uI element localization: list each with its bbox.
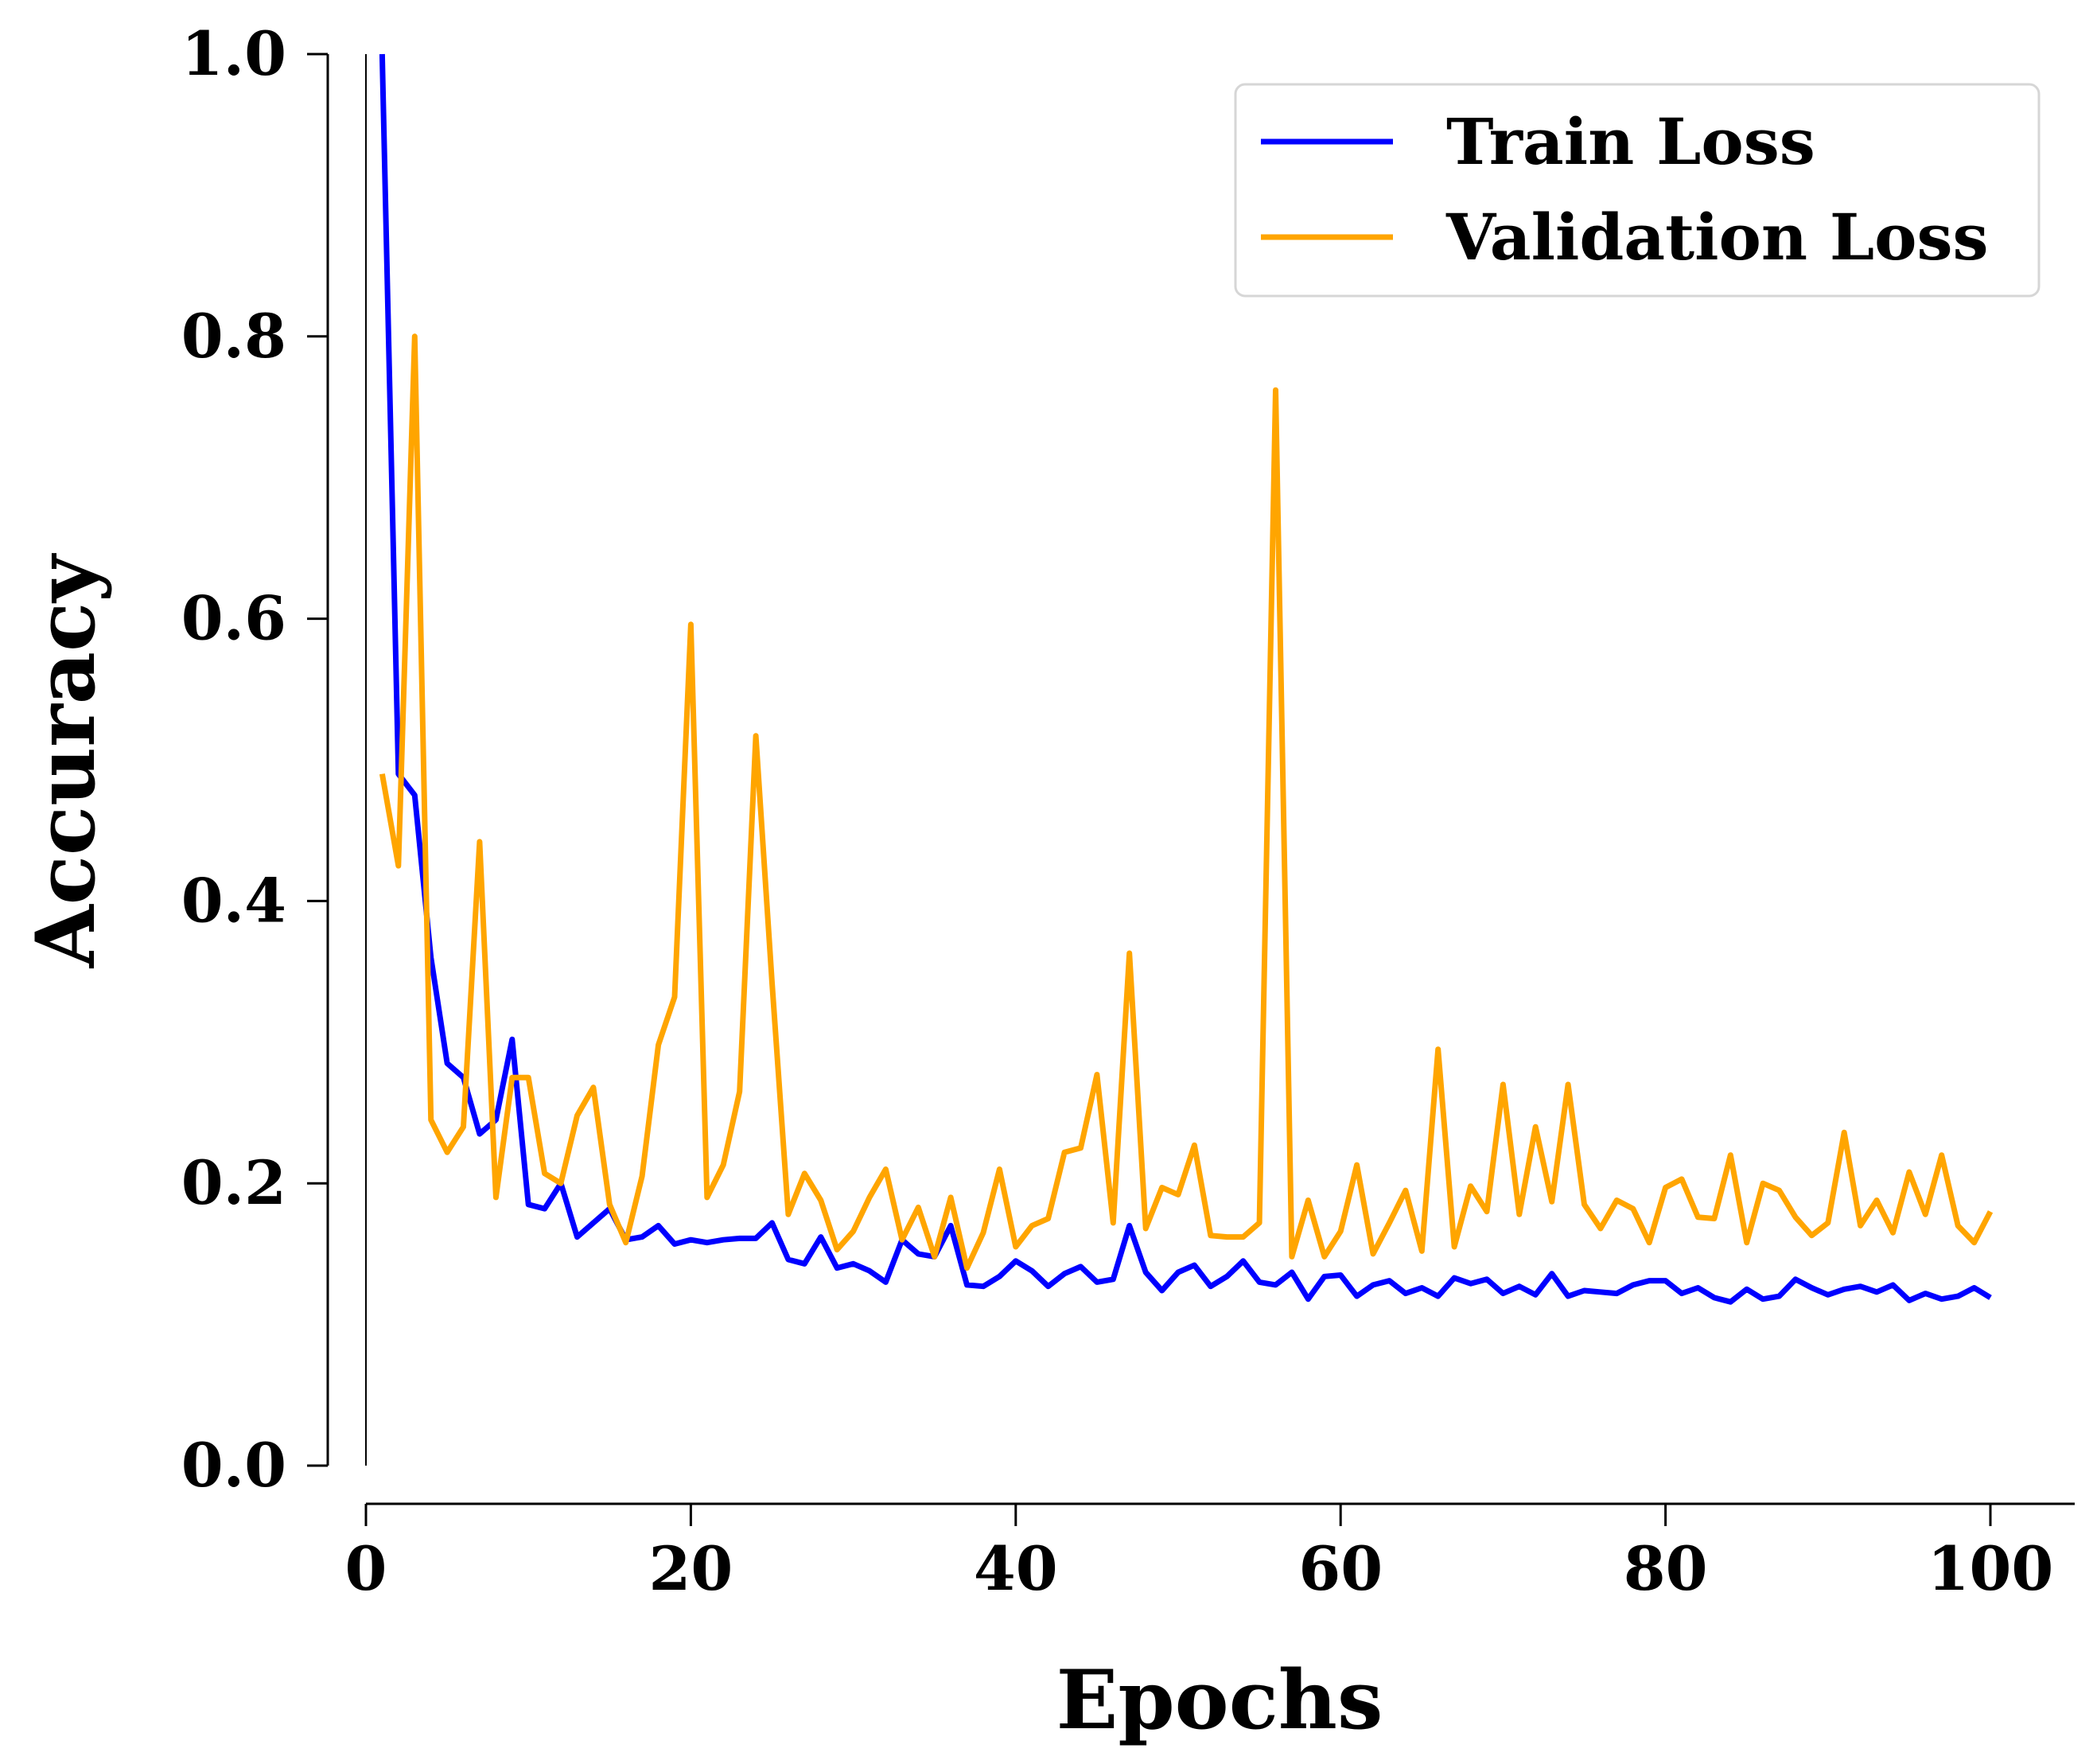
x-tick-label: 60 — [1298, 1533, 1383, 1604]
legend-box — [1234, 83, 2041, 298]
series-line-train-loss — [379, 53, 1992, 1305]
y-tick-label: 0.0 — [181, 1430, 286, 1501]
y-tick-label: 1.0 — [181, 18, 286, 89]
x-tick-label: 20 — [649, 1533, 733, 1604]
x-tick-label: 40 — [974, 1533, 1058, 1604]
x-tick-label: 100 — [1928, 1533, 2054, 1604]
y-tick-label: 0.2 — [181, 1147, 286, 1218]
y-tick-label: 0.6 — [181, 583, 286, 654]
legend: Train Loss Validation Loss — [1234, 83, 2041, 298]
y-tick-label: 0.8 — [181, 301, 286, 372]
series-lines — [379, 53, 1994, 1305]
y-tick-label: 0.4 — [181, 865, 286, 936]
axes: 0.0 0.2 0.4 0.6 0.8 1.0 0 20 40 60 80 100 — [181, 18, 2075, 1604]
x-axis-title: Epochs — [1056, 1653, 1383, 1748]
x-tick-label: 0 — [345, 1533, 387, 1604]
legend-label-validation-loss: Validation Loss — [1445, 200, 1989, 275]
y-axis-title: Accuracy — [18, 553, 114, 968]
series-line-validation-loss — [379, 333, 1994, 1271]
x-tick-label: 80 — [1624, 1533, 1708, 1604]
legend-label-train-loss: Train Loss — [1446, 104, 1815, 179]
